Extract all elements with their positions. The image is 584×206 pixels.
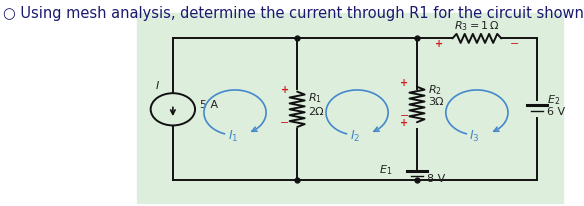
Text: $E_1$: $E_1$ bbox=[379, 163, 392, 177]
Text: 2Ω: 2Ω bbox=[308, 107, 324, 117]
Text: $I_3$: $I_3$ bbox=[470, 129, 480, 144]
Text: +: + bbox=[401, 118, 409, 128]
Text: 6 V: 6 V bbox=[547, 107, 565, 117]
Text: $R_2$: $R_2$ bbox=[428, 83, 442, 97]
Text: −: − bbox=[280, 118, 290, 128]
Text: $R_1$: $R_1$ bbox=[308, 91, 322, 105]
Text: +: + bbox=[435, 39, 443, 49]
Text: ○ Using mesh analysis, determine the current through R1 for the circuit shown in: ○ Using mesh analysis, determine the cur… bbox=[3, 6, 584, 21]
Text: −: − bbox=[400, 111, 409, 121]
Text: $I_1$: $I_1$ bbox=[228, 129, 238, 144]
Text: +: + bbox=[281, 84, 288, 95]
Text: −: − bbox=[510, 39, 519, 49]
Text: $I$: $I$ bbox=[155, 79, 160, 91]
Text: $E_2$: $E_2$ bbox=[547, 94, 559, 107]
Text: 8 V: 8 V bbox=[427, 173, 445, 184]
Text: +: + bbox=[401, 78, 409, 88]
Text: $R_3 = 1\,\Omega$: $R_3 = 1\,\Omega$ bbox=[454, 19, 500, 33]
Text: 3Ω: 3Ω bbox=[428, 97, 444, 108]
Text: $I_2$: $I_2$ bbox=[350, 129, 360, 144]
Text: 5 A: 5 A bbox=[200, 100, 218, 110]
FancyBboxPatch shape bbox=[137, 13, 564, 203]
